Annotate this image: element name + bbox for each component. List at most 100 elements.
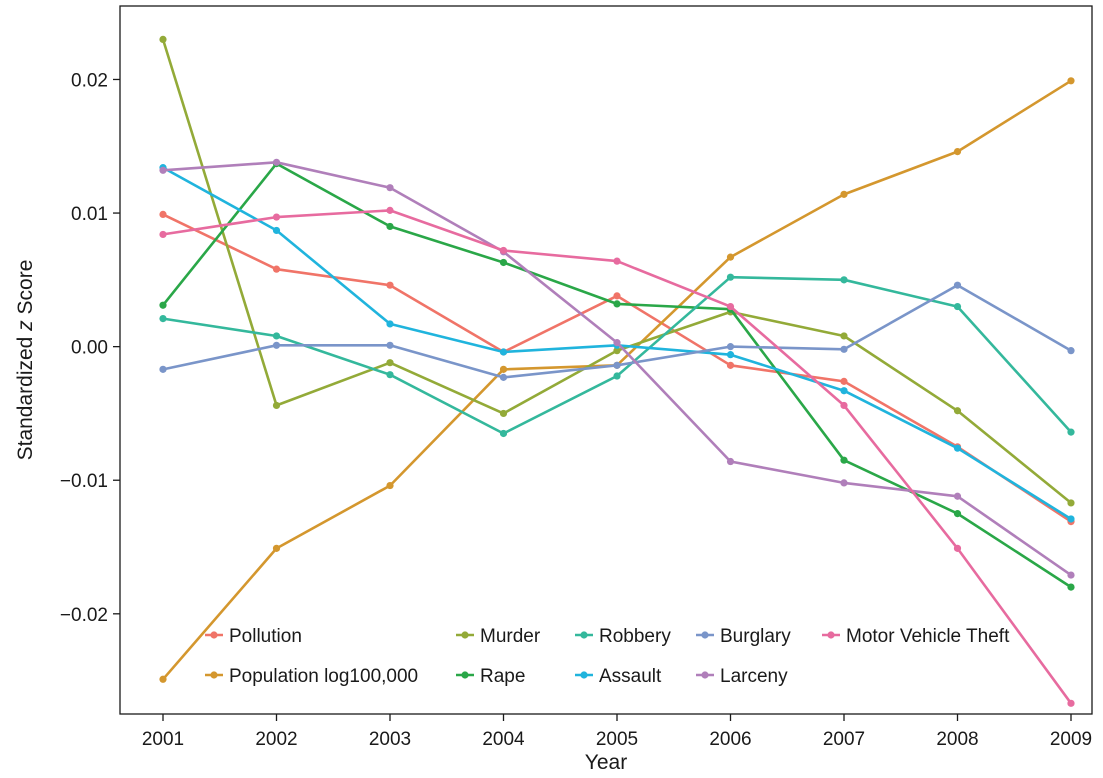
data-point bbox=[840, 387, 848, 395]
y-tick-label: −0.01 bbox=[60, 471, 108, 492]
x-tick-label: 2002 bbox=[255, 729, 297, 750]
legend-label: Pollution bbox=[229, 626, 302, 647]
data-point bbox=[1067, 699, 1075, 707]
x-tick-label: 2008 bbox=[936, 729, 978, 750]
data-point bbox=[386, 184, 394, 192]
legend-item: Population log100,000 bbox=[205, 666, 418, 687]
series-burglary bbox=[159, 281, 1075, 381]
data-point bbox=[272, 265, 281, 273]
data-point bbox=[613, 257, 621, 265]
data-point bbox=[159, 166, 167, 174]
data-point bbox=[953, 444, 962, 452]
legend-swatch-point bbox=[701, 631, 709, 639]
data-point bbox=[953, 544, 962, 552]
data-point bbox=[840, 276, 848, 284]
legend-item: Motor Vehicle Theft bbox=[822, 626, 1010, 647]
data-point bbox=[840, 401, 848, 410]
data-point bbox=[386, 359, 394, 367]
data-point bbox=[953, 510, 962, 518]
legend-item: Larceny bbox=[696, 666, 788, 687]
data-point bbox=[953, 148, 962, 156]
legend-swatch-point bbox=[461, 631, 469, 639]
data-point bbox=[726, 343, 735, 351]
data-point bbox=[159, 230, 167, 239]
data-point bbox=[272, 158, 281, 166]
series-line bbox=[162, 79, 1072, 681]
x-tick-label: 2001 bbox=[142, 729, 184, 750]
x-tick-label: 2009 bbox=[1050, 729, 1092, 750]
data-point bbox=[386, 222, 394, 231]
data-point bbox=[613, 300, 621, 308]
legend-item: Pollution bbox=[205, 626, 302, 647]
data-point bbox=[386, 481, 394, 490]
data-point bbox=[499, 348, 508, 356]
data-point bbox=[1067, 77, 1075, 85]
legend-swatch-point bbox=[580, 631, 588, 639]
data-point bbox=[840, 479, 848, 487]
data-point bbox=[726, 253, 735, 261]
data-point bbox=[272, 332, 281, 340]
y-axis-title-italic: z bbox=[14, 320, 37, 332]
y-tick-label: 0.00 bbox=[71, 338, 108, 359]
data-point bbox=[386, 281, 394, 289]
x-tick-label: 2004 bbox=[482, 729, 525, 750]
data-point bbox=[386, 371, 394, 379]
y-tick-label: 0.02 bbox=[71, 70, 108, 91]
legend: Pollution Murder Robbery Burglary Motor Vehi… bbox=[205, 626, 1010, 687]
legend-item: Assault bbox=[575, 666, 662, 687]
legend-swatch-point bbox=[210, 631, 218, 639]
legend-swatch-point bbox=[210, 671, 218, 679]
data-point bbox=[613, 372, 621, 380]
data-point bbox=[499, 365, 508, 373]
data-point bbox=[386, 206, 394, 214]
data-point bbox=[953, 281, 962, 289]
series-larceny bbox=[159, 158, 1075, 579]
data-point bbox=[953, 492, 962, 500]
data-point bbox=[840, 345, 848, 353]
legend-swatch-point bbox=[701, 671, 709, 679]
data-point bbox=[613, 361, 621, 369]
legend-label: Larceny bbox=[720, 666, 788, 687]
data-point bbox=[159, 675, 167, 683]
data-point bbox=[1067, 347, 1075, 355]
x-tick-label: 2005 bbox=[596, 729, 638, 750]
data-point bbox=[613, 339, 621, 347]
data-point bbox=[613, 292, 621, 300]
legend-swatch-point bbox=[461, 671, 469, 679]
data-point bbox=[1067, 428, 1075, 436]
legend-item: Murder bbox=[456, 626, 541, 647]
data-point bbox=[613, 347, 621, 355]
data-point bbox=[499, 373, 508, 381]
data-point bbox=[159, 210, 167, 218]
data-point bbox=[726, 351, 735, 359]
series-rape bbox=[159, 160, 1075, 591]
data-point bbox=[499, 429, 508, 438]
legend-label: Burglary bbox=[720, 626, 791, 647]
x-axis-title: Year bbox=[585, 751, 627, 774]
data-point bbox=[726, 361, 735, 369]
y-axis-title: Standardized z Score bbox=[14, 260, 37, 461]
data-point bbox=[1067, 499, 1075, 507]
y-axis-title-suffix: Score bbox=[14, 260, 37, 321]
legend-label: Assault bbox=[599, 666, 662, 687]
plot-area bbox=[159, 35, 1075, 707]
y-axis-title-prefix: Standardized bbox=[14, 331, 37, 461]
data-point bbox=[953, 407, 962, 415]
data-point bbox=[499, 246, 508, 255]
x-axis: 2001 2002 2003 2004 2005 2006 2007 2008 2009 bbox=[142, 714, 1092, 750]
data-point bbox=[840, 332, 848, 340]
series-robbery bbox=[159, 273, 1075, 438]
legend-label: Population log100,000 bbox=[229, 666, 418, 687]
data-point bbox=[726, 457, 735, 466]
x-tick-label: 2003 bbox=[369, 729, 411, 750]
data-point bbox=[1067, 515, 1075, 523]
legend-item: Robbery bbox=[575, 626, 671, 647]
series-motor-vehicle-theft bbox=[159, 206, 1075, 707]
data-point bbox=[726, 302, 735, 311]
data-point bbox=[272, 401, 281, 410]
data-point bbox=[272, 544, 281, 552]
data-point bbox=[953, 302, 962, 311]
x-tick-label: 2007 bbox=[823, 729, 865, 750]
x-tick-label: 2006 bbox=[709, 729, 751, 750]
